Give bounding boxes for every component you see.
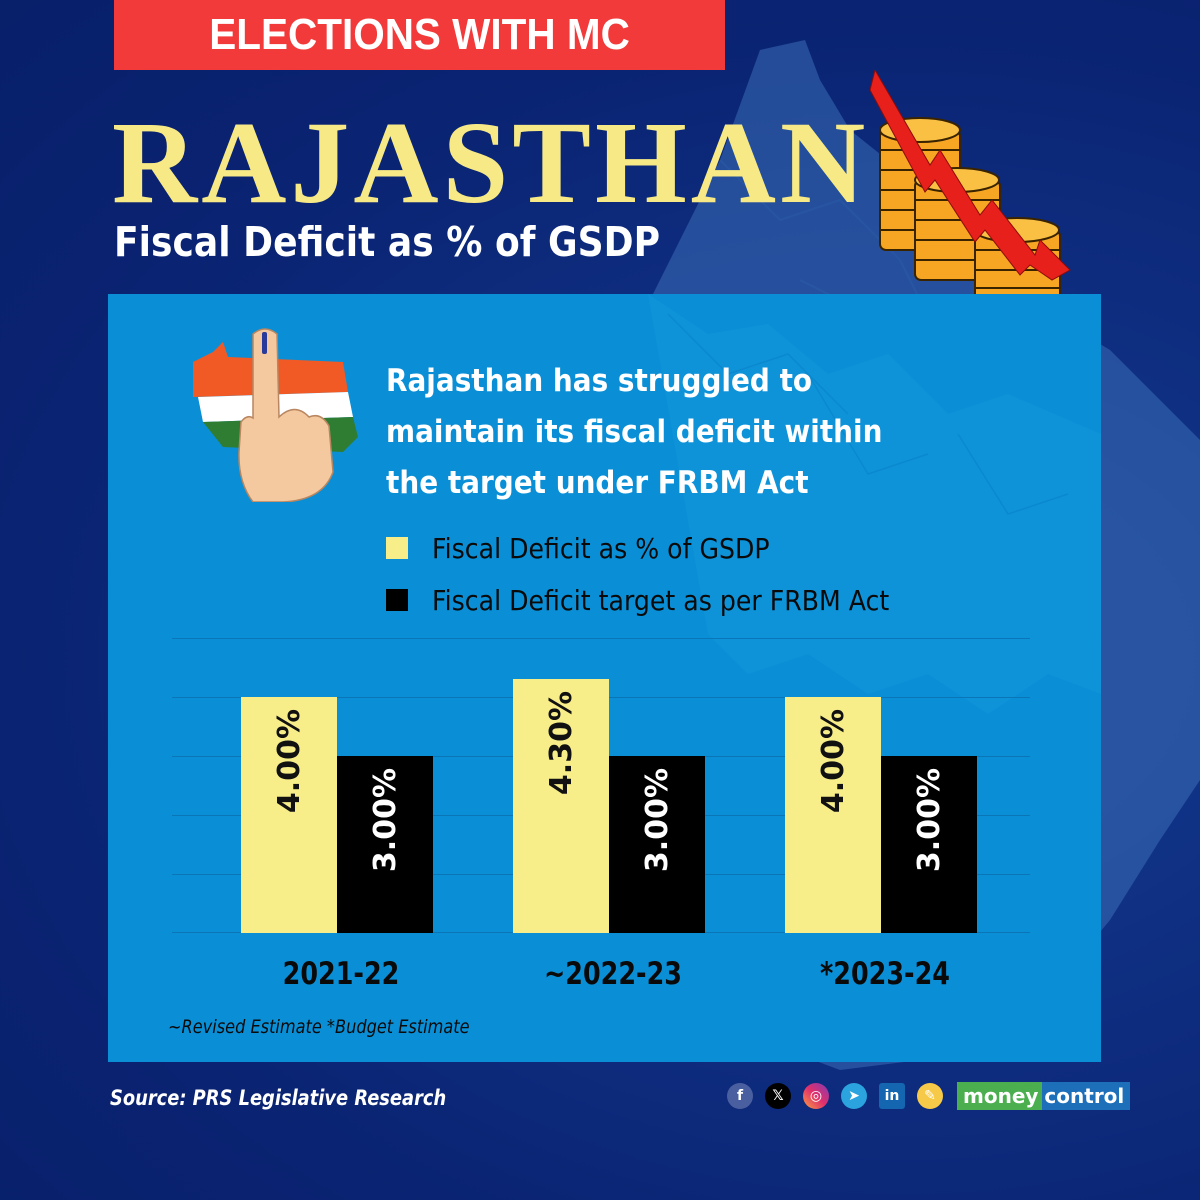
estimate-footnote: ~Revised Estimate *Budget Estimate [168,1016,470,1038]
bar-actual-2021-22: 4.00% [241,697,337,933]
headline-line: maintain its fiscal deficit within [386,414,883,450]
elections-with-mc-banner: ELECTIONS WITH MC [114,0,725,70]
panel-map-outline [648,294,1101,714]
bar-target-2021-22: 3.00% [337,756,433,933]
state-title: RAJASTHAN [112,97,870,228]
x-icon[interactable]: 𝕏 [765,1083,791,1109]
headline-line: the target under FRBM Act [386,465,809,501]
headline: Rajasthan has struggled to maintain its … [386,356,962,509]
bar-value-label: 3.00% [367,768,403,873]
bar-target-2023-24: 3.00% [881,756,977,933]
bar-target-2022-23: 3.00% [609,756,705,933]
chart-legend: Fiscal Deficit as % of GSDP Fiscal Defic… [386,522,940,626]
bar-value-label: 4.00% [815,709,851,814]
bar-actual-2022-23: 4.30% [513,679,609,933]
page-subtitle: Fiscal Deficit as % of GSDP [114,218,661,266]
voting-finger-flag-icon [193,328,358,502]
social-links: f 𝕏 ◎ ➤ in ✎ money control [727,1082,1131,1110]
bar-actual-2023-24: 4.00% [785,697,881,933]
legend-swatch-black [386,589,408,611]
gridline [172,638,1030,639]
source-note: Source: PRS Legislative Research [110,1086,447,1110]
legend-label: Fiscal Deficit target as per FRBM Act [432,583,890,617]
legend-swatch-yellow [386,537,408,559]
headline-line: Rajasthan has struggled to [386,363,813,399]
bar-value-label: 4.00% [271,709,307,814]
bar-chart: 4.00% 3.00% 4.30% 3.00% 4.00% 3.00% [172,638,1030,933]
bar-value-label: 4.30% [543,691,579,796]
koo-icon[interactable]: ✎ [917,1083,943,1109]
banner-label: ELECTIONS WITH MC [209,10,630,59]
x-axis-label: 2021-22 [282,956,400,992]
legend-label: Fiscal Deficit as % of GSDP [432,531,770,565]
logo-money-text: money [957,1082,1043,1110]
moneycontrol-logo[interactable]: money control [957,1082,1131,1110]
facebook-icon[interactable]: f [727,1083,753,1109]
instagram-icon[interactable]: ◎ [803,1083,829,1109]
telegram-icon[interactable]: ➤ [841,1083,867,1109]
legend-item-target: Fiscal Deficit target as per FRBM Act [386,574,940,626]
bar-value-label: 3.00% [911,768,947,873]
legend-item-actual: Fiscal Deficit as % of GSDP [386,522,940,574]
chart-panel: Rajasthan has struggled to maintain its … [108,294,1101,1062]
linkedin-icon[interactable]: in [879,1083,905,1109]
falling-coins-icon [870,70,1071,301]
x-axis-label: *2023-24 [820,956,950,992]
logo-control-text: control [1042,1082,1131,1110]
bar-value-label: 3.00% [639,768,675,873]
x-axis-label: ~2022-23 [544,956,682,992]
